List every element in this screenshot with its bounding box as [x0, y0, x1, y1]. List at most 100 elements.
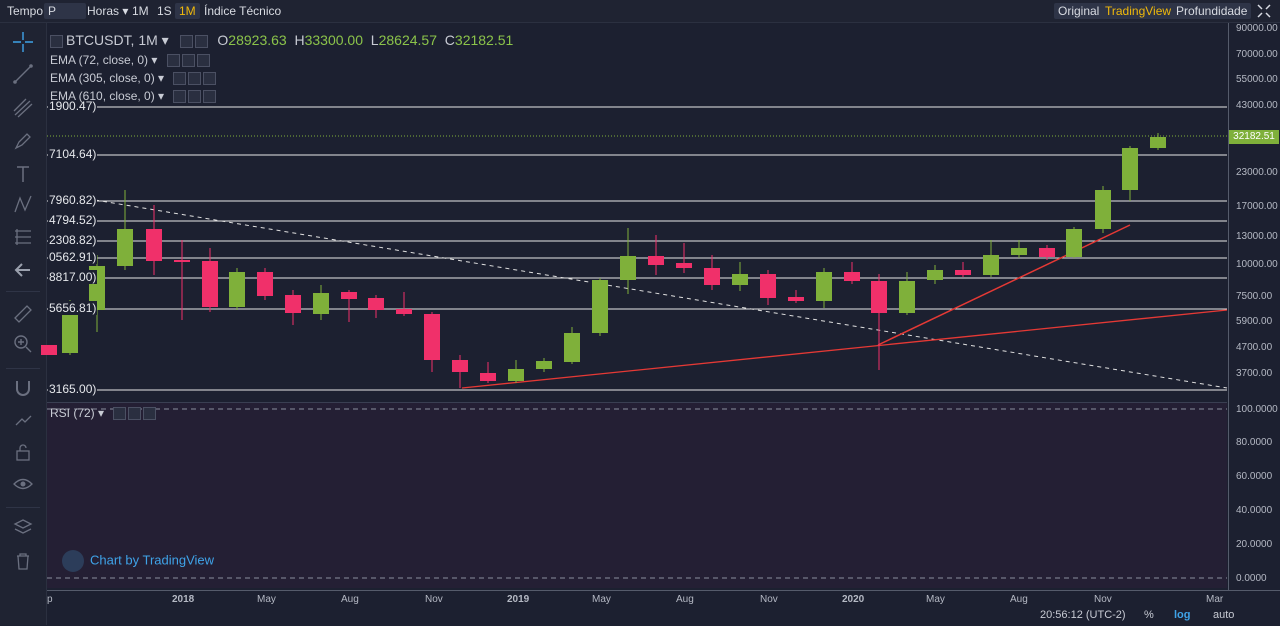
candle-body [732, 274, 748, 285]
rsi-legend[interactable]: RSI (72) ▾ [50, 406, 157, 421]
candle-body [927, 270, 943, 280]
candle-body [424, 314, 440, 360]
time-tick: 2020 [842, 594, 865, 605]
trend-line-long [461, 309, 1228, 389]
time-axis[interactable] [47, 590, 1280, 626]
candle-body [983, 255, 999, 275]
tempo-label: Tempo [7, 4, 44, 18]
horas-dropdown[interactable]: Horas ▾ [87, 4, 129, 18]
rsi-tick: 20.0000 [1236, 539, 1273, 550]
brush-icon[interactable] [8, 130, 38, 156]
horas-label: Horas [87, 4, 120, 18]
ema-305-legend[interactable]: EMA (305, close, 0) ▾ [50, 71, 217, 86]
crosshair-icon[interactable] [8, 31, 38, 57]
candle-body [1095, 190, 1111, 229]
rsi-tick: 100.0000 [1236, 404, 1278, 415]
cloud-icon [62, 550, 84, 572]
profundidade-view-button[interactable]: Profundidade [1172, 3, 1252, 19]
candle-body [62, 310, 78, 353]
level-label: 5656.81) [48, 301, 98, 315]
close-value: 32182.51 [454, 32, 514, 48]
candle-body [41, 345, 57, 355]
fib-icon[interactable] [8, 226, 38, 252]
trend-line-icon[interactable] [8, 63, 38, 89]
back-arrow-icon[interactable] [8, 259, 38, 285]
candle-body [480, 373, 496, 381]
time-tick: 2018 [172, 594, 195, 605]
auto-toggle[interactable]: auto [1213, 609, 1235, 621]
zoom-in-icon[interactable] [8, 333, 38, 359]
price-tick: 7500.00 [1236, 291, 1273, 302]
candle-body [1011, 248, 1027, 255]
open-value: 28923.63 [228, 32, 287, 48]
price-tick: 55000.00 [1236, 74, 1278, 85]
time-tick: May [257, 594, 276, 605]
tradingview-view-button[interactable]: TradingView [1101, 3, 1176, 19]
candle-body [1122, 148, 1138, 190]
rsi-tick: 40.0000 [1236, 505, 1273, 516]
fullscreen-icon[interactable] [1252, 3, 1280, 19]
candle-body [257, 272, 273, 296]
interval-select[interactable]: P [44, 3, 86, 19]
rsi-pane[interactable] [47, 402, 1227, 588]
ema-610-legend[interactable]: EMA (610, close, 0) ▾ [50, 89, 217, 104]
time-tick: Nov [760, 594, 778, 605]
level-label: 0562.91) [48, 250, 98, 264]
high-value: 33300.00 [304, 32, 364, 48]
price-tick: 4700.00 [1236, 342, 1273, 353]
candle-body [592, 280, 608, 333]
interval-1m-button[interactable]: 1M [132, 4, 149, 18]
interval-1s-button[interactable]: 1S [157, 4, 172, 18]
ema-72-legend[interactable]: EMA (72, close, 0) ▾ [50, 53, 210, 68]
level-label: 7960.82) [48, 193, 98, 207]
lock-icon[interactable] [8, 441, 38, 467]
candle-body [341, 292, 357, 299]
time-tick: Nov [1094, 594, 1112, 605]
original-view-button[interactable]: Original [1054, 3, 1104, 19]
time-tick: Aug [676, 594, 694, 605]
price-tick: 13000.00 [1236, 231, 1278, 242]
interval-1m-selected-button[interactable]: 1M [175, 3, 200, 19]
level-label: 4794.52) [48, 213, 98, 227]
candle-body [396, 309, 412, 314]
price-axis[interactable] [1228, 23, 1280, 605]
text-tool-icon[interactable] [8, 163, 38, 189]
price-tick: 70000.00 [1236, 49, 1278, 60]
trend-line-short [877, 224, 1131, 346]
pitchfork-icon[interactable] [8, 97, 38, 123]
ema-610-label: EMA (610, close, 0) [50, 89, 155, 103]
drawing-toolbar [0, 23, 47, 625]
time-tick: May [926, 594, 945, 605]
pattern-icon[interactable] [8, 193, 38, 219]
eye-icon[interactable] [8, 473, 38, 499]
candle-body [1066, 229, 1082, 257]
indice-tecnico-button[interactable]: Índice Técnico [204, 4, 282, 18]
ruler-icon[interactable] [8, 303, 38, 329]
percent-toggle[interactable]: % [1144, 609, 1154, 621]
time-tick: p [47, 594, 53, 605]
lock-drawing-icon[interactable] [8, 407, 38, 433]
candle-body [174, 260, 190, 262]
top-toolbar: Tempo P Horas ▾ 1M 1S 1M Índice Técnico … [0, 0, 1280, 23]
candle-body [146, 229, 162, 261]
rsi-tick: 80.0000 [1236, 437, 1273, 448]
time-tick: Aug [1010, 594, 1028, 605]
candle-body [564, 333, 580, 362]
rsi-tick: 60.0000 [1236, 471, 1273, 482]
time-tick: Mar [1206, 594, 1224, 605]
layers-icon[interactable] [8, 517, 38, 543]
candle-body [816, 272, 832, 301]
trash-icon[interactable] [8, 550, 38, 576]
log-toggle[interactable]: log [1174, 609, 1191, 621]
price-tick: 3700.00 [1236, 368, 1273, 379]
ema-305-label: EMA (305, close, 0) [50, 71, 155, 85]
magnet-icon[interactable] [8, 377, 38, 403]
symbol-legend: BTCUSDT, 1M ▾ O28923.63 H33300.00 L28624… [50, 32, 513, 49]
candle-body [285, 295, 301, 313]
candle-body [788, 297, 804, 301]
price-tick: 5900.00 [1236, 316, 1273, 327]
candle-body [117, 229, 133, 266]
symbol-title: BTCUSDT, 1M [66, 32, 158, 48]
tradingview-watermark[interactable]: Chart by TradingView [62, 550, 214, 572]
